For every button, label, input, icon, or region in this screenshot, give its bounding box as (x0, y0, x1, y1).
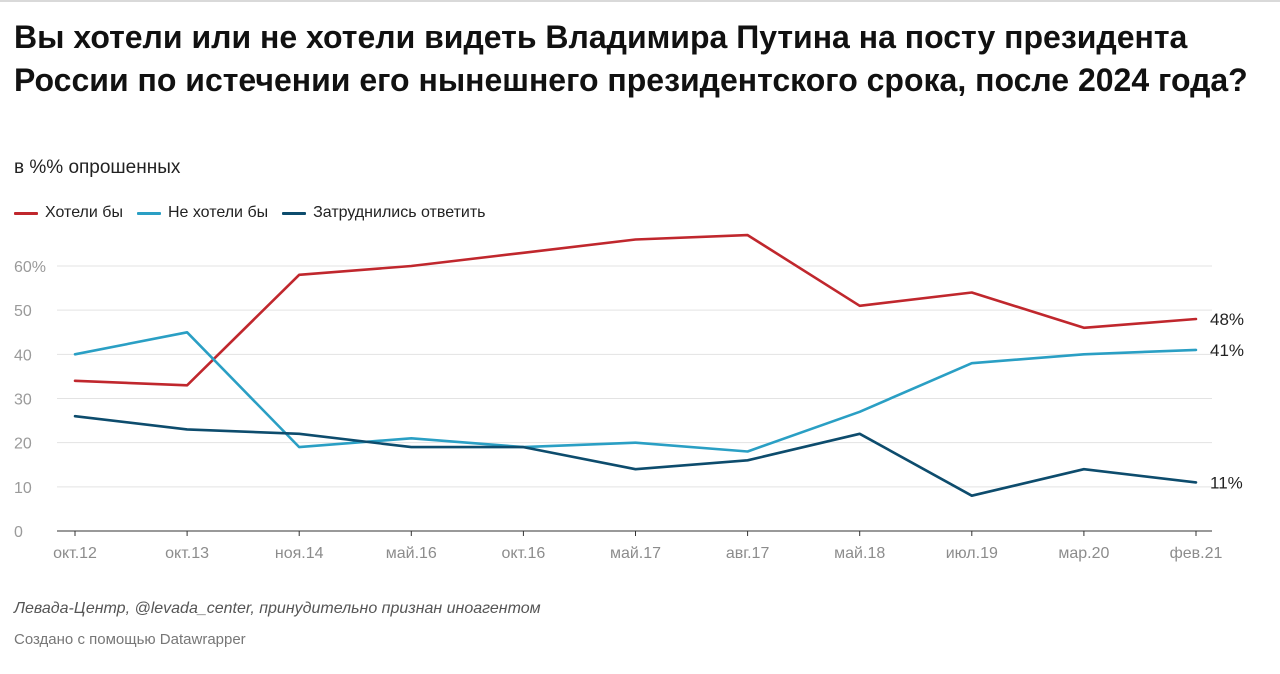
x-tick-label: ноя.14 (275, 545, 324, 562)
legend: Хотели бы Не хотели бы Затруднились отве… (14, 204, 486, 222)
x-tick-label: авг.17 (726, 545, 770, 562)
grid-lines: 0 10 20 30 40 50 60% (14, 259, 1212, 541)
x-tick-label: июл.19 (946, 545, 998, 562)
y-tick-label: 20 (14, 436, 32, 453)
y-tick-label: 60% (14, 259, 46, 276)
end-label-series-3: 11% (1210, 473, 1243, 492)
x-tick-label: окт.16 (501, 545, 545, 562)
y-tick-label: 10 (14, 480, 32, 497)
x-tick-label: мар.20 (1058, 545, 1109, 562)
legend-label-series-3: Затруднились ответить (313, 204, 486, 221)
series-line-2 (73, 330, 1198, 453)
series-lines (73, 233, 1198, 498)
y-tick-label: 30 (14, 392, 32, 409)
chart-subtitle: в %% опрошенных (14, 157, 181, 178)
x-axis: окт.12 окт.13 ноя.14 май.16 окт.16 май.17 авг.… (53, 531, 1223, 562)
legend-label-series-2: Не хотели бы (167, 204, 269, 221)
x-tick-label: окт.13 (165, 545, 209, 562)
y-tick-label: 0 (14, 524, 23, 541)
end-label-series-2: 41% (1210, 341, 1244, 360)
x-tick-label: окт.12 (53, 545, 97, 562)
top-divider (0, 0, 1280, 2)
end-labels: 48% 41% 11% (1210, 310, 1244, 492)
y-tick-label: 40 (14, 347, 32, 364)
y-tick-label: 50 (14, 303, 32, 320)
source-note: Левада-Центр, @levada_center, принудител… (14, 600, 541, 617)
legend-item-series-1[interactable]: Хотели бы (14, 204, 123, 222)
x-tick-label: фев.21 (1170, 545, 1223, 562)
legend-label-series-1: Хотели бы (45, 204, 123, 221)
x-tick-label: май.18 (834, 545, 885, 562)
legend-swatch-series-2 (136, 211, 161, 215)
x-tick-label: май.17 (610, 545, 661, 562)
legend-item-series-3[interactable]: Затруднились ответить (282, 204, 486, 222)
legend-swatch-series-1 (14, 211, 38, 215)
legend-item-series-2[interactable]: Не хотели бы (136, 204, 269, 222)
series-line-3 (73, 414, 1198, 498)
series-line-1 (73, 233, 1198, 387)
x-tick-label: май.16 (386, 545, 437, 562)
chart-title: Вы хотели или не хотели видеть Владимира… (14, 19, 1248, 98)
legend-swatch-series-3 (282, 211, 307, 215)
end-label-series-1: 48% (1210, 310, 1244, 329)
datawrapper-credit: Создано с помощью Datawrapper (14, 631, 246, 648)
